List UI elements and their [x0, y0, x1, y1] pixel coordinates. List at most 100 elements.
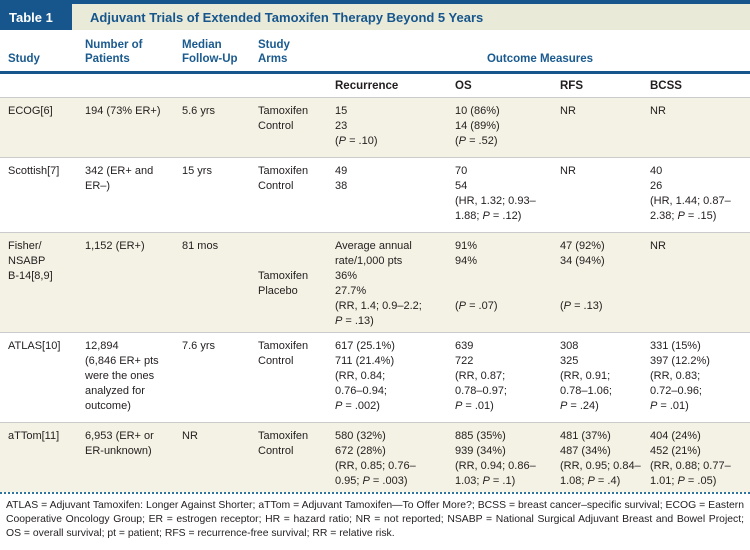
- cell-recurrence: 15 23 (P = .10): [335, 104, 455, 157]
- cell-bcss: 40 26 (HR, 1.44; 0.87– 2.38; P = .15): [650, 164, 745, 232]
- cell-line: ER–): [85, 180, 111, 192]
- cell-line: 27.7%: [335, 285, 367, 297]
- cell-arms: Tamoxifen Placebo: [258, 239, 335, 332]
- cell-line: 6,953 (ER+ or: [85, 430, 154, 442]
- cell-line: P = .24): [560, 400, 599, 412]
- cell-line: NR: [650, 240, 666, 252]
- cell-arms: Tamoxifen Control: [258, 164, 335, 232]
- cell-line: 404 (24%): [650, 430, 701, 442]
- cell-os: 10 (86%) 14 (89%) (P = .52): [455, 104, 560, 157]
- cell-line: 1.03; P = .1): [455, 475, 516, 487]
- cell-line: Control: [258, 355, 294, 367]
- cell-line: P = .002): [335, 400, 380, 412]
- cell-line: (RR, 0.85; 0.76–: [335, 460, 416, 472]
- cell-line: (6,846 ER+ pts: [85, 355, 159, 367]
- cell-line: ECOG[6]: [8, 105, 53, 117]
- cell-line: 711 (21.4%): [335, 355, 395, 367]
- cell-line: 10 (86%): [455, 105, 500, 117]
- cell-bcss: NR: [650, 104, 745, 157]
- table-footnote: ATLAS = Adjuvant Tamoxifen: Longer Again…: [0, 492, 750, 541]
- cell-line: 70: [455, 165, 468, 177]
- cell-line: 722: [455, 355, 474, 367]
- header-line: Study: [8, 52, 40, 65]
- cell-line: outcome): [85, 400, 131, 412]
- cell-line: 331 (15%): [650, 340, 701, 352]
- cell-line: (RR, 0.83;: [650, 370, 701, 382]
- cell-line: ATLAS[10]: [8, 340, 61, 352]
- cell-line: 40: [650, 165, 663, 177]
- cell-line: (RR, 0.87;: [455, 370, 506, 382]
- cell-recurrence: Average annual rate/1,000 pts 36% 27.7% (RR,…: [335, 239, 455, 332]
- column-header-1: Study: [8, 53, 85, 67]
- cell-line: Scottish[7]: [8, 165, 60, 177]
- cell-line: NSABP: [8, 255, 46, 267]
- cell-line: 2.38; P = .15): [650, 210, 717, 222]
- table-header-bar: Table 1 Adjuvant Trials of Extended Tamo…: [0, 4, 750, 30]
- cell-line: 1.01; P = .05): [650, 475, 717, 487]
- cell-os: 91% 94% (P = .07): [455, 239, 560, 332]
- table-body: ECOG[6] 194 (73% ER+) 5.6 yrs Tamoxifen Cont…: [0, 97, 750, 492]
- cell-line: [455, 269, 552, 284]
- cell-line: 47 (92%): [560, 240, 605, 252]
- cell-line: (RR, 0.94; 0.86–: [455, 460, 536, 472]
- cell-line: 342 (ER+ and: [85, 165, 154, 177]
- cell-study: Fisher/NSABP B-14[8,9]: [8, 239, 85, 332]
- cell-line: 639: [455, 340, 474, 352]
- cell-line: 91%: [455, 240, 478, 252]
- cell-os: 70 54 (HR, 1.32; 0.93– 1.88; P = .12): [455, 164, 560, 232]
- outcome-column-header: OS: [455, 79, 472, 92]
- cell-line: 34 (94%): [560, 255, 605, 267]
- cell-line: [560, 284, 642, 299]
- cell-patients: 6,953 (ER+ or ER-unknown): [85, 429, 182, 492]
- column-header-4: Study Arms: [258, 39, 335, 66]
- cell-line: (RR, 0.88; 0.77–: [650, 460, 731, 472]
- cell-line: 452 (21%): [650, 445, 701, 457]
- cell-study: ECOG[6]: [8, 104, 85, 157]
- cell-line: 12,894: [85, 340, 119, 352]
- cell-line: 617 (25.1%): [335, 340, 395, 352]
- table-row: ECOG[6] 194 (73% ER+) 5.6 yrs Tamoxifen Cont…: [0, 97, 750, 157]
- cell-follow-up: 81 mos: [182, 239, 258, 332]
- cell-line: (RR, 0.95; 0.84–: [560, 460, 641, 472]
- cell-line: NR: [560, 165, 576, 177]
- cell-line: 14 (89%): [455, 120, 500, 132]
- cell-line: 885 (35%): [455, 430, 506, 442]
- cell-line: aTTom[11]: [8, 430, 60, 442]
- cell-line: ER-unknown): [85, 445, 152, 457]
- cell-line: 0.72–0.96;: [650, 385, 702, 397]
- cell-line: 38: [335, 180, 348, 192]
- cell-arms: Tamoxifen Control: [258, 429, 335, 492]
- table-row: Fisher/NSABP B-14[8,9] 1,152 (ER+) 81 mos T…: [0, 232, 750, 332]
- cell-line: 308: [560, 340, 579, 352]
- cell-line: (P = .13): [560, 300, 603, 312]
- cell-line: 15 yrs: [182, 165, 212, 177]
- cell-line: analyzed for: [85, 385, 145, 397]
- cell-rfs: 481 (37%) 487 (34%) (RR, 0.95; 0.84– 1.08; …: [560, 429, 650, 492]
- cell-arms: Tamoxifen Control: [258, 339, 335, 422]
- cell-study: ATLAS[10]: [8, 339, 85, 422]
- column-header-2: Number of Patients: [85, 39, 182, 66]
- cell-line: 15: [335, 105, 348, 117]
- cell-line: [455, 284, 552, 299]
- cell-rfs: 47 (92%) 34 (94%) (P = .13): [560, 239, 650, 332]
- cell-line: [258, 254, 327, 269]
- cell-follow-up: NR: [182, 429, 258, 492]
- cell-line: Control: [258, 445, 294, 457]
- cell-line: 1,152 (ER+): [85, 240, 145, 252]
- cell-line: (RR, 1.4; 0.9–2.2;: [335, 300, 422, 312]
- cell-line: were the ones: [85, 370, 155, 382]
- cell-line: 54: [455, 180, 468, 192]
- cell-line: 94%: [455, 255, 478, 267]
- cell-line: 0.76–0.94;: [335, 385, 387, 397]
- cell-line: 325: [560, 355, 579, 367]
- cell-line: (RR, 0.84;: [335, 370, 386, 382]
- cell-line: Tamoxifen: [258, 105, 309, 117]
- cell-line: Fisher/: [8, 240, 42, 252]
- cell-patients: 1,152 (ER+): [85, 239, 182, 332]
- cell-rfs: NR: [560, 164, 650, 232]
- outcome-column-header: BCSS: [650, 79, 682, 92]
- column-header-3: Median Follow-Up: [182, 39, 258, 66]
- cell-line: 1.08; P = .4): [560, 475, 621, 487]
- cell-arms: Tamoxifen Control: [258, 104, 335, 157]
